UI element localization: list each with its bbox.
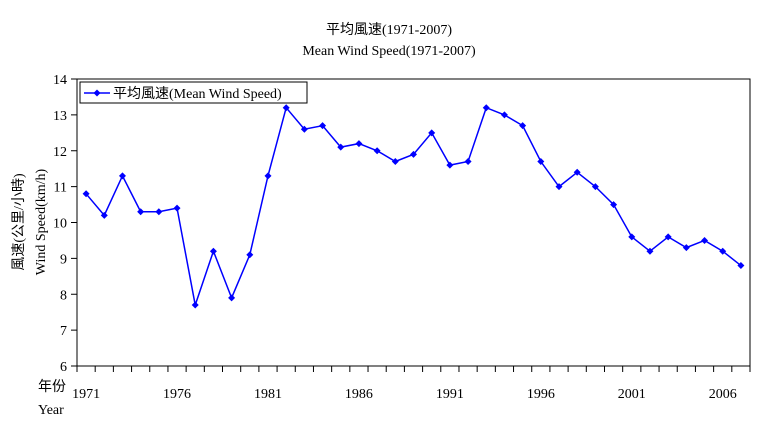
x-tick-label: 1991 xyxy=(436,387,464,402)
data-point-1979 xyxy=(228,294,236,302)
data-point-1978 xyxy=(209,247,217,255)
x-tick-label: 1996 xyxy=(527,387,555,402)
data-point-1971 xyxy=(82,190,90,198)
chart-title: 平均風速(1971-2007) xyxy=(326,22,452,38)
x-tick-label: 1986 xyxy=(345,387,373,402)
y-tick-label: 6 xyxy=(60,360,67,375)
x-tick-label: 2001 xyxy=(618,387,646,402)
data-point-1982 xyxy=(282,104,290,112)
data-point-2007 xyxy=(737,262,745,270)
y-axis-label-cn: 風速(公里/小時) xyxy=(11,173,27,271)
x-tick-label: 1976 xyxy=(163,387,191,402)
y-tick-label: 8 xyxy=(60,288,67,303)
x-tick-label: 2006 xyxy=(709,387,737,402)
legend: 平均風速(Mean Wind Speed) xyxy=(79,81,308,104)
data-point-1998 xyxy=(573,168,581,176)
data-point-1976 xyxy=(173,204,181,212)
y-tick-label: 12 xyxy=(53,145,67,160)
y-tick-label: 14 xyxy=(53,73,67,88)
data-point-1983 xyxy=(300,125,308,133)
y-tick-label: 9 xyxy=(60,252,67,267)
data-point-1996 xyxy=(537,158,545,166)
data-point-1993 xyxy=(482,104,490,112)
data-point-1994 xyxy=(500,111,508,119)
y-tick-label: 11 xyxy=(54,181,67,196)
data-point-1997 xyxy=(555,183,563,191)
data-point-1980 xyxy=(246,251,254,259)
data-point-1995 xyxy=(519,122,527,130)
plot-area xyxy=(76,78,751,367)
y-tick-label: 10 xyxy=(53,217,67,232)
x-axis-label-en: Year xyxy=(38,403,64,418)
data-point-2004 xyxy=(682,244,690,252)
series-line xyxy=(85,106,742,308)
x-axis-label-cn: 年份 xyxy=(38,379,66,395)
data-point-1987 xyxy=(373,147,381,155)
data-point-1992 xyxy=(464,158,472,166)
data-point-1986 xyxy=(355,140,363,148)
y-axis-label-en: Wind Speed(km/h) xyxy=(34,168,49,275)
data-point-2002 xyxy=(646,247,654,255)
data-point-1989 xyxy=(410,150,417,158)
data-point-1981 xyxy=(264,172,272,180)
y-tick-label: 13 xyxy=(53,109,67,124)
y-axis-ticks: 6 7 8 9 10 11 12 13 14 xyxy=(53,73,77,375)
x-axis-ticks: 1971 1976 1981 1986 1991 1996 2001 2006 xyxy=(72,366,751,402)
legend-label: 平均風速(Mean Wind Speed) xyxy=(113,86,282,102)
data-point-1991 xyxy=(446,161,454,169)
data-point-2006 xyxy=(719,247,727,255)
data-point-1973 xyxy=(118,172,126,180)
data-point-1988 xyxy=(391,158,399,166)
data-point-1984 xyxy=(319,122,327,130)
chart-subtitle: Mean Wind Speed(1971-2007) xyxy=(302,44,476,59)
data-point-1974 xyxy=(137,208,145,216)
legend-marker-diamond xyxy=(93,89,101,97)
data-point-1977 xyxy=(191,301,199,309)
data-point-2003 xyxy=(664,233,672,241)
data-point-1972 xyxy=(100,211,108,219)
x-tick-label: 1981 xyxy=(254,387,282,402)
x-tick-label: 1971 xyxy=(72,387,100,402)
data-point-1999 xyxy=(591,183,599,191)
legend-box xyxy=(79,81,308,104)
data-point-1985 xyxy=(337,143,345,151)
data-point-1990 xyxy=(428,129,436,137)
data-point-2005 xyxy=(701,236,709,244)
data-point-1975 xyxy=(155,208,163,216)
data-point-2000 xyxy=(610,201,618,209)
data-point-2001 xyxy=(628,233,636,241)
y-tick-label: 7 xyxy=(60,324,67,339)
series-mean-wind-speed xyxy=(82,104,745,309)
